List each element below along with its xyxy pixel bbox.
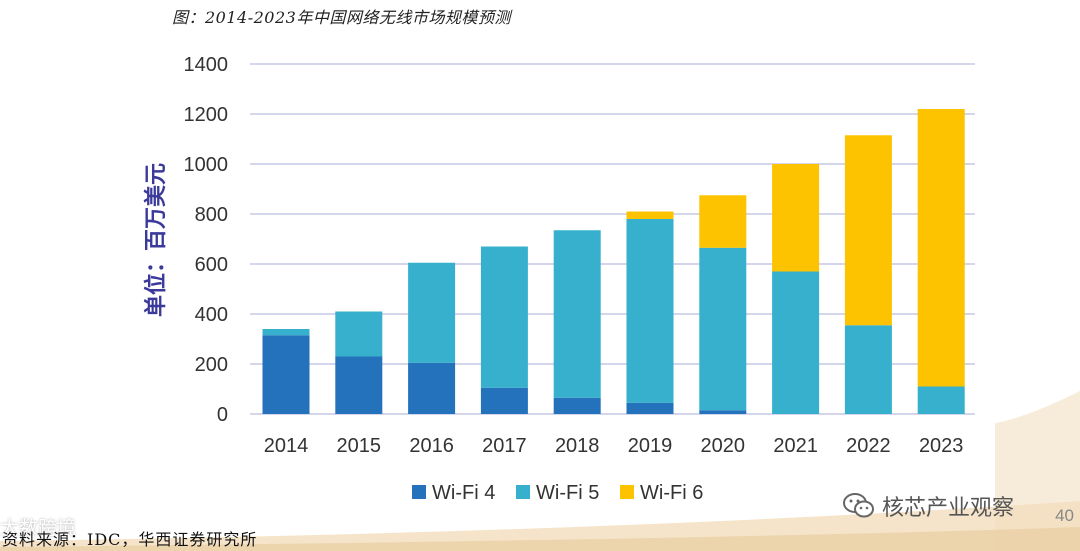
y-tick-label: 1200 [184, 104, 229, 126]
legend-swatch [412, 485, 426, 499]
bar-wi-fi-4-2017 [480, 387, 528, 414]
x-tick-label: 2023 [919, 435, 964, 457]
bar-wi-fi-4-2016 [408, 362, 456, 414]
x-tick-label: 2015 [337, 435, 382, 457]
x-tick-label: 2014 [264, 435, 309, 457]
x-tick-label: 2017 [482, 435, 527, 457]
x-tick-label: 2020 [701, 435, 746, 457]
y-tick-label: 1000 [184, 154, 229, 176]
legend: Wi-Fi 4 Wi-Fi 5 Wi-Fi 6 [412, 482, 703, 504]
y-tick-label: 600 [195, 254, 228, 276]
x-tick-label: 2016 [409, 435, 454, 457]
x-tick-label: 2018 [555, 435, 600, 457]
bars [262, 109, 965, 414]
y-tick-label: 800 [195, 204, 228, 226]
x-tick-label: 2022 [846, 435, 891, 457]
bar-wi-fi-4-2020 [699, 410, 747, 414]
y-tick-label: 0 [217, 404, 228, 426]
source-note: 资料来源：IDC，华西证券研究所 [2, 530, 258, 549]
bar-wi-fi-5-2020 [699, 247, 747, 411]
bar-wi-fi-4-2018 [553, 397, 601, 414]
bar-wi-fi-4-2015 [335, 356, 383, 414]
bar-wi-fi-6-2022 [844, 135, 892, 326]
legend-label: Wi-Fi 6 [640, 482, 703, 504]
y-axis-label: 单位：百万美元 [143, 163, 168, 317]
bar-wi-fi-5-2019 [626, 219, 674, 403]
wechat-icon [843, 493, 874, 518]
bar-wi-fi-5-2016 [408, 262, 456, 363]
bar-wi-fi-6-2023 [917, 109, 965, 387]
y-axis-ticks: 0 200 400 600 800 1000 1200 1400 [184, 54, 229, 426]
bar-wi-fi-5-2021 [772, 271, 820, 414]
x-tick-label: 2021 [773, 435, 818, 457]
legend-label: Wi-Fi 5 [536, 482, 599, 504]
bar-wi-fi-4-2014 [262, 335, 310, 414]
x-axis-ticks: 2014 2015 2016 2017 2018 2019 2020 2021 2022 2023 [264, 435, 964, 457]
bar-wi-fi-5-2022 [844, 325, 892, 414]
bar-wi-fi-5-2018 [553, 230, 601, 398]
bar-wi-fi-6-2021 [772, 164, 820, 272]
bar-wi-fi-5-2015 [335, 311, 383, 357]
legend-swatch [516, 485, 530, 499]
y-tick-label: 1400 [184, 54, 229, 76]
legend-label: Wi-Fi 4 [432, 482, 495, 504]
bar-wi-fi-5-2014 [262, 329, 310, 336]
figure-caption: 图：2014-2023年中国网络无线市场规模预测 [172, 8, 511, 27]
bar-wi-fi-5-2023 [917, 386, 965, 414]
watermark-brand-text: 核芯产业观察 [882, 496, 1015, 521]
watermark-left: 大数跨境 [0, 517, 77, 539]
bar-wi-fi-5-2017 [480, 246, 528, 388]
bar-wi-fi-4-2019 [626, 402, 674, 414]
bar-wi-fi-6-2019 [626, 211, 674, 219]
bar-wi-fi-6-2020 [699, 195, 747, 248]
watermark-brand: 核芯产业观察 [842, 490, 1014, 522]
legend-swatch [620, 485, 634, 499]
y-tick-label: 200 [195, 354, 228, 376]
page-number: 40 [1055, 506, 1074, 525]
y-tick-label: 400 [195, 304, 228, 326]
x-tick-label: 2019 [628, 435, 673, 457]
